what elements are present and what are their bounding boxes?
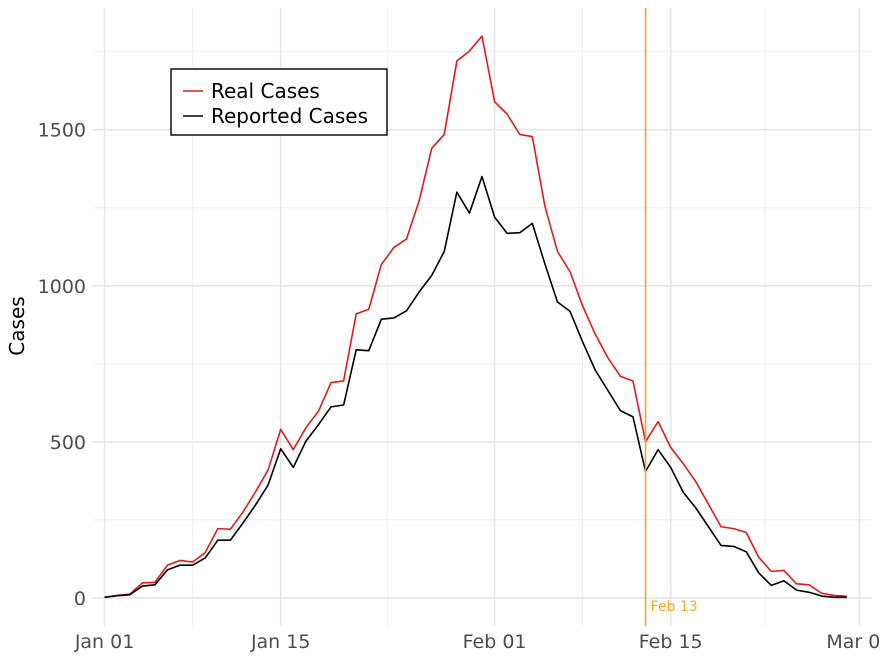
legend-label: Reported Cases <box>211 104 368 128</box>
x-tick-label: Jan 01 <box>74 631 135 653</box>
y-tick-label: 1000 <box>38 276 86 298</box>
legend-label: Real Cases <box>211 79 320 103</box>
x-axis-ticks: Jan 01 Jan 15 Feb 01 Feb 15 Mar 01 <box>74 631 880 653</box>
x-tick-label: Jan 15 <box>250 631 311 653</box>
legend-box <box>170 68 388 136</box>
annotation-label: Feb 13 <box>651 599 698 615</box>
x-tick-label: Feb 15 <box>639 631 703 653</box>
series-line-reported-cases <box>104 175 847 599</box>
y-tick-label: 1500 <box>38 120 86 142</box>
y-axis-ticks: 0 500 1000 1500 <box>38 120 86 610</box>
annotation-layer: Feb 13 <box>644 8 698 626</box>
y-tick-label: 0 <box>74 588 86 610</box>
y-tick-label: 500 <box>50 432 86 454</box>
series-layer <box>104 35 847 599</box>
x-tick-label: Mar 01 <box>826 631 880 653</box>
x-tick-label: Feb 01 <box>463 631 527 653</box>
series-line-real-cases <box>104 35 847 599</box>
y-axis-title: Cases <box>5 296 29 355</box>
